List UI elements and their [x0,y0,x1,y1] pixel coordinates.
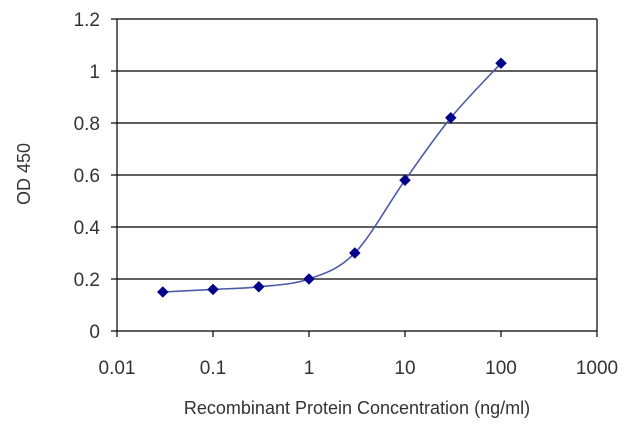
y-axis-title: OD 450 [14,143,34,205]
y-tick-label-4: 0.8 [74,114,100,135]
x-tick-labels: 0.01 0.1 1 10 100 1000 [99,358,619,379]
data-point-4 [348,247,361,259]
x-axis-title: Recombinant Protein Concentration (ng/ml… [184,398,530,418]
data-point-2 [252,280,265,293]
x-tick-label-2: 1 [304,358,315,379]
x-tick-label-3: 10 [394,358,415,379]
series-line-0 [162,62,502,293]
data-point-5 [399,174,411,187]
x-tick-label-4: 100 [485,358,517,379]
data-points [156,57,507,298]
y-tick-label-2: 0.4 [74,218,101,239]
plot-frame [111,18,598,337]
series-lines [162,62,502,293]
x-tick-label-1: 0.1 [200,358,226,379]
grid-lines [117,18,597,280]
data-point-6 [444,111,457,124]
y-tick-label-5: 1 [89,62,100,83]
y-tick-label-0: 0 [89,322,100,343]
data-point-7 [495,57,507,70]
y-tick-label-1: 0.2 [74,270,100,291]
y-tick-label-6: 1.2 [74,10,100,31]
data-point-0 [156,286,169,298]
x-tick-label-5: 1000 [576,358,618,379]
y-tick-label-3: 0.6 [74,166,100,187]
data-point-3 [303,273,315,285]
data-point-1 [207,283,219,296]
y-tick-labels: 0 0.2 0.4 0.6 0.8 1 1.2 [74,10,101,343]
x-tick-label-0: 0.01 [99,358,136,379]
